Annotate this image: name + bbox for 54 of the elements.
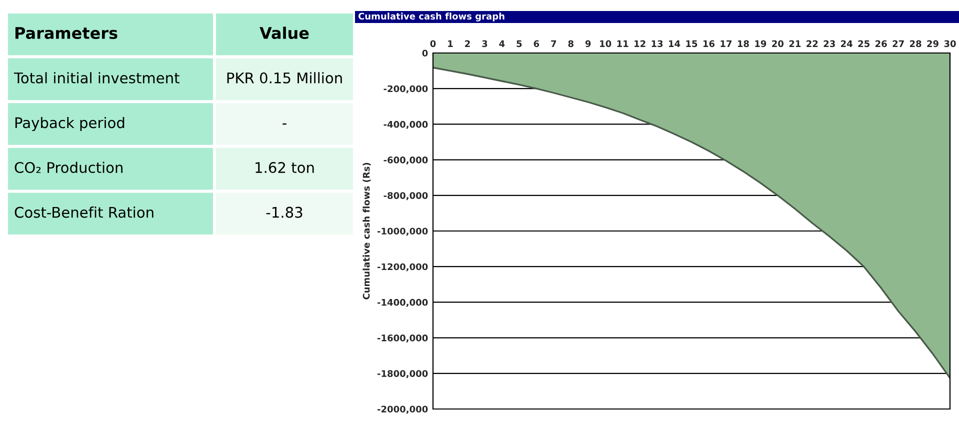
x-tick-label: 22: [806, 40, 818, 47]
x-tick-label: 11: [617, 40, 628, 47]
x-tick-label: 8: [568, 40, 574, 48]
x-tick-label: 17: [720, 40, 732, 47]
x-tick-label: 3: [482, 40, 488, 48]
x-tick-label: 9: [585, 40, 591, 48]
text: Cost-Benefit Ration: [14, 206, 154, 218]
x-tick-label: 24: [841, 40, 852, 47]
text: -: [282, 123, 286, 125]
x-tick-label: 5: [516, 40, 522, 48]
x-tick-label: 13: [652, 40, 663, 48]
text: 1.62 ton: [256, 162, 314, 174]
y-tick-label: -1000,000: [377, 228, 428, 236]
text: Value: [260, 26, 309, 40]
x-tick-label: 18: [738, 40, 749, 48]
x-tick-label: 28: [910, 40, 922, 48]
text: CO₂ Production: [14, 162, 122, 174]
y-tick-label: -600,000: [384, 156, 428, 165]
x-tick-label: 30: [944, 40, 956, 48]
x-tick-label: 16: [703, 40, 715, 48]
x-tick-label: 0: [430, 40, 436, 48]
x-tick-label: 14: [669, 40, 680, 47]
x-tick-label: 20: [772, 40, 784, 48]
text: Parameters: [15, 27, 118, 40]
x-tick-label: 19: [755, 40, 766, 48]
x-tick-label: 1: [448, 40, 453, 47]
y-axis-title: Cumulative cash flows (Rs): [362, 162, 371, 300]
text: Payback period: [15, 116, 124, 132]
y-tick-label: -1400,000: [377, 298, 428, 307]
y-tick-label: -200,000: [384, 85, 428, 94]
x-tick-label: 23: [824, 40, 835, 48]
y-tick-label: -1600,000: [377, 334, 428, 343]
x-tick-label: 10: [600, 40, 612, 48]
x-tick-label: 29: [927, 40, 938, 48]
x-tick-label: 6: [534, 40, 540, 48]
x-tick-label: 27: [892, 40, 904, 47]
x-tick-label: 21: [789, 40, 801, 47]
y-tick-label: -400,000: [384, 120, 428, 129]
x-tick-label: 4: [499, 40, 505, 47]
y-tick-label: -1800,000: [377, 370, 428, 378]
x-tick-label: 12: [634, 40, 646, 47]
x-tick-label: 25: [858, 40, 870, 48]
y-tick-label: -2000,000: [377, 406, 428, 414]
text: Total initial investment: [14, 72, 180, 84]
text: -1.83: [266, 206, 302, 218]
x-tick-label: 7: [551, 40, 556, 47]
y-tick-label: 0: [422, 50, 428, 57]
y-tick-label: -1200,000: [377, 263, 428, 272]
x-tick-label: 26: [876, 40, 887, 48]
chart-title: Cumulative cash flows graph: [358, 12, 504, 22]
y-tick-label: -800,000: [384, 192, 428, 200]
x-tick-label: 2: [465, 40, 470, 47]
text: PKR 0.15 Million: [227, 72, 342, 84]
x-tick-label: 15: [686, 40, 698, 48]
